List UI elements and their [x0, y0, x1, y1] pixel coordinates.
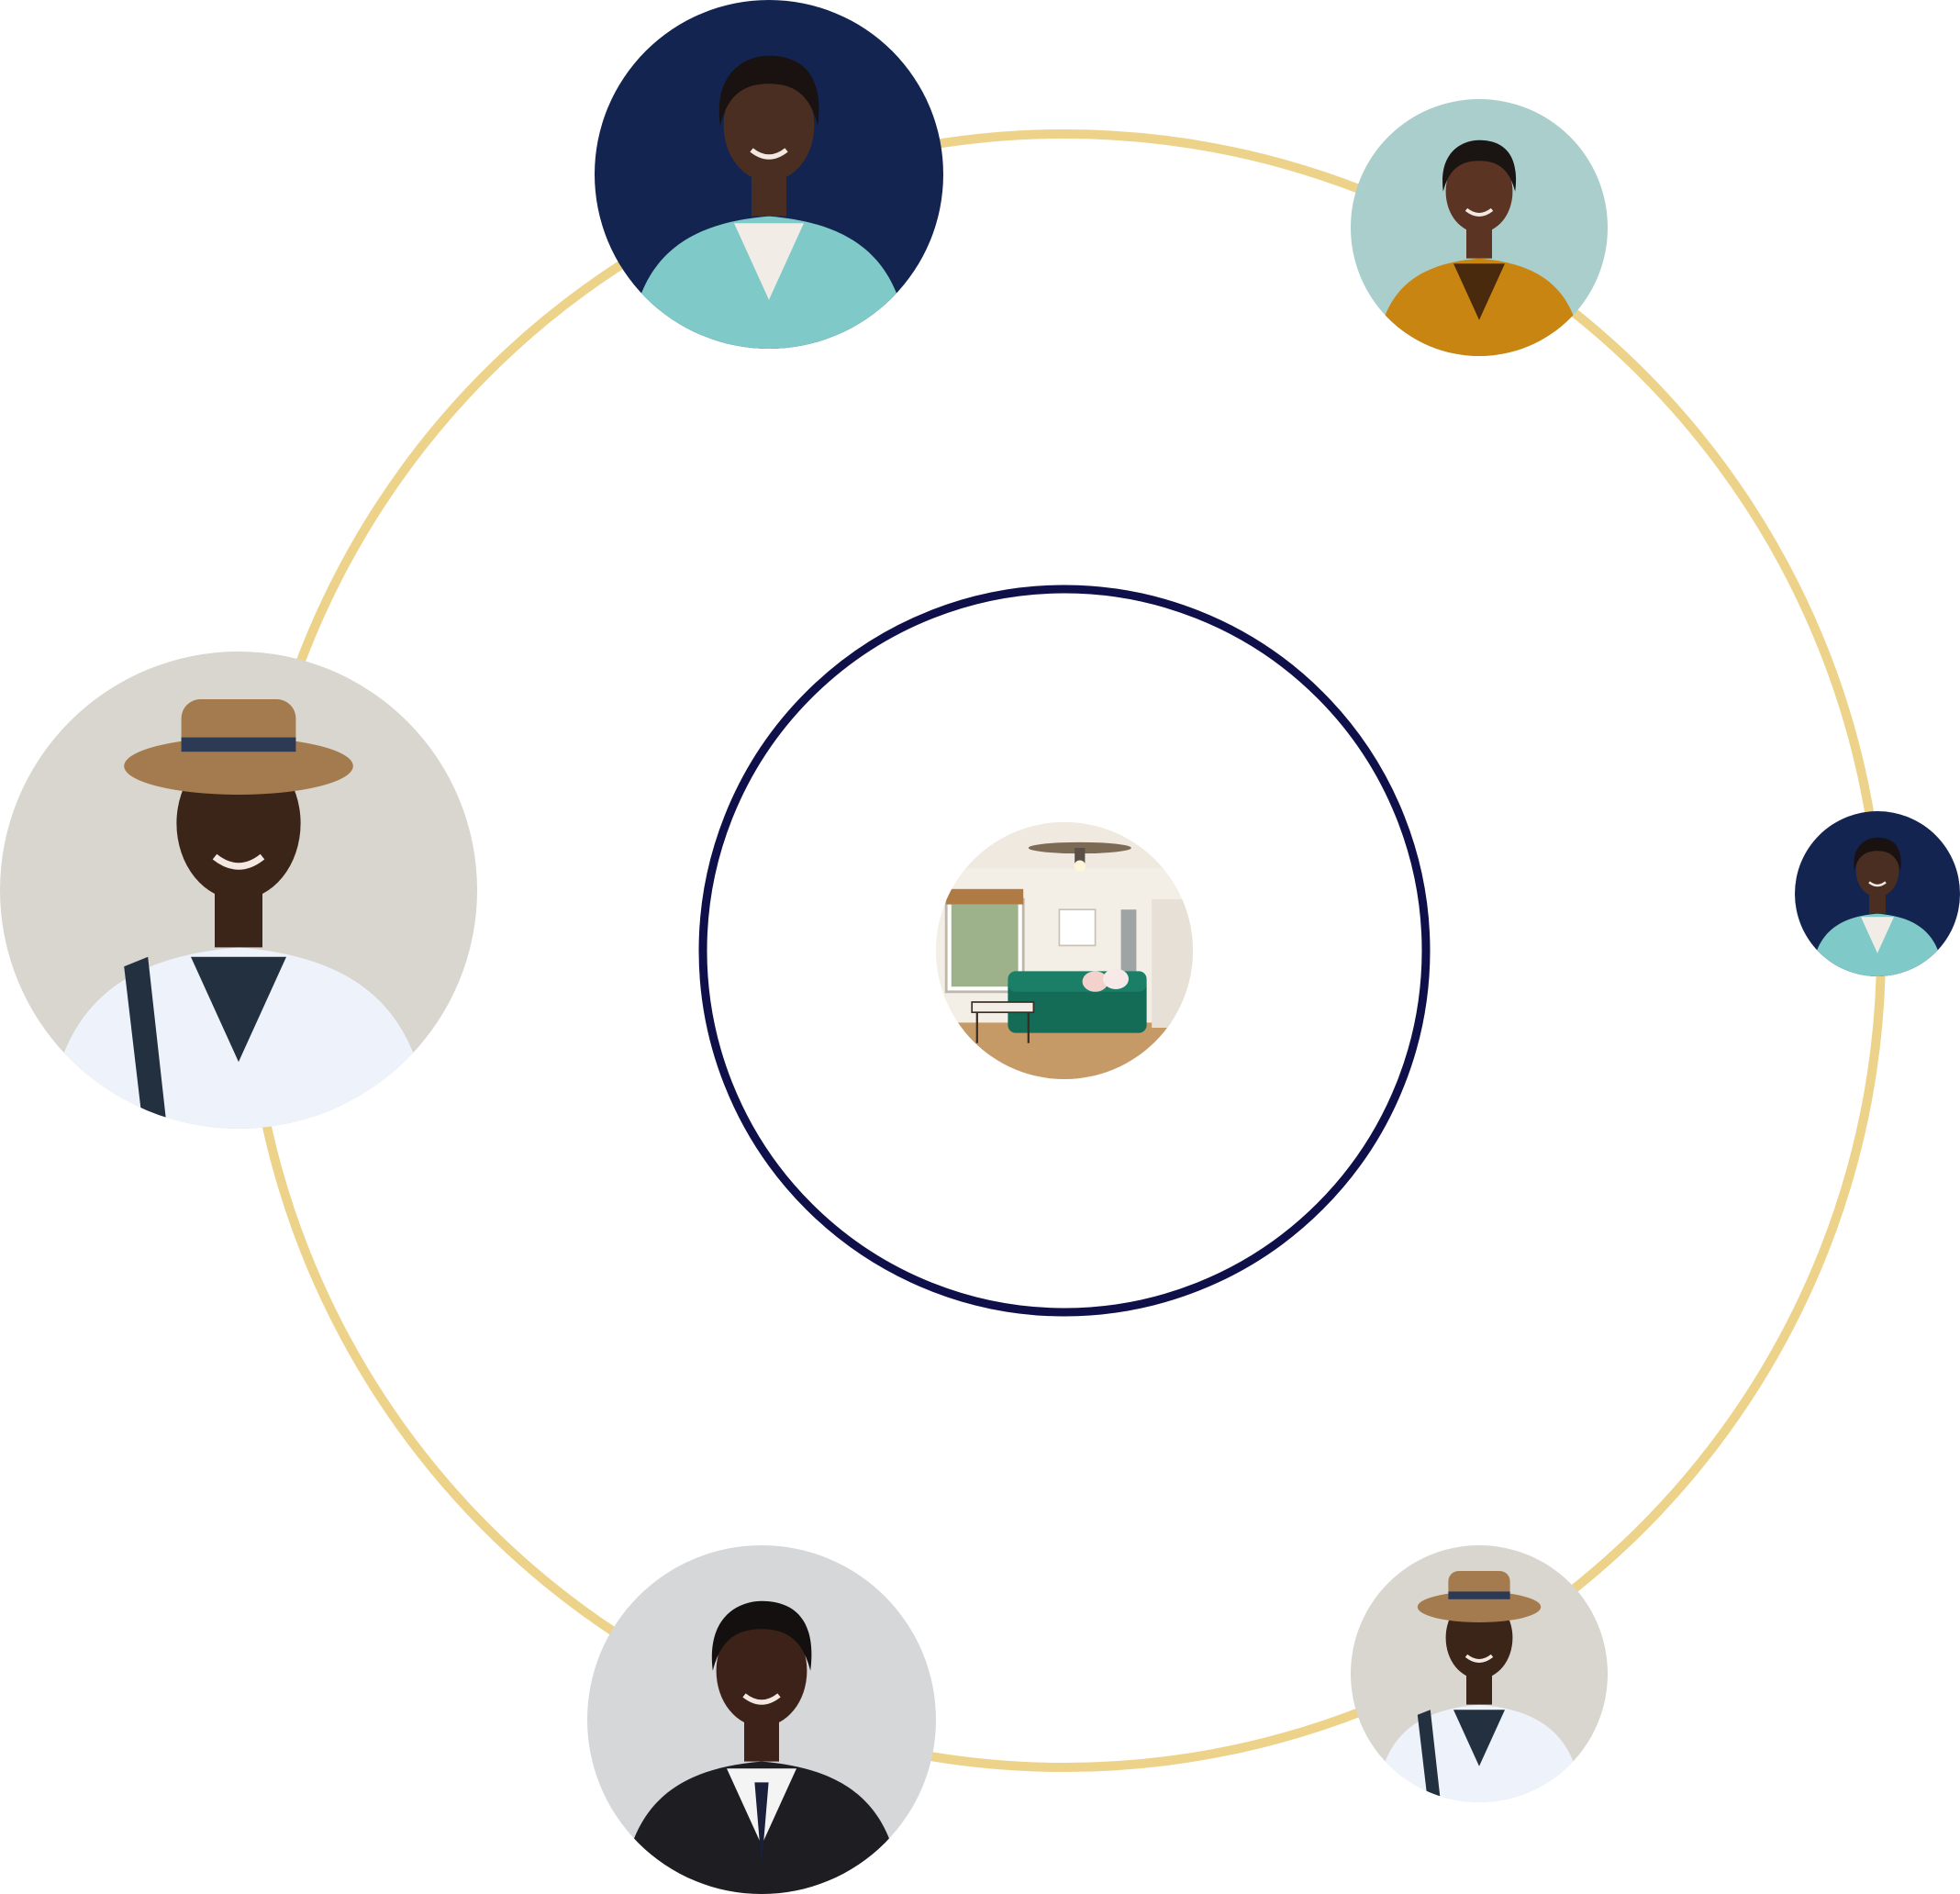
- avatar-woman-teal-blazer: [595, 0, 943, 349]
- living-room-illustration: [936, 822, 1193, 1079]
- avatar-woman-teal-blazer-small: [1795, 811, 1960, 976]
- center-living-room-photo: [936, 822, 1193, 1079]
- woman-in-orange-print-top-portrait: [1351, 99, 1608, 356]
- man-in-straw-hat-with-backpack-portrait: [1351, 1545, 1608, 1802]
- man-in-straw-hat-with-backpack-portrait: [0, 652, 477, 1129]
- inner-orbit-ring: [698, 585, 1431, 1317]
- woman-in-teal-blazer-portrait: [595, 0, 943, 349]
- avatar-man-straw-hat-small: [1351, 1545, 1608, 1802]
- avatar-woman-orange-print: [1351, 99, 1608, 356]
- woman-in-teal-blazer-portrait: [1795, 811, 1960, 976]
- avatar-man-straw-hat-large: [0, 652, 477, 1129]
- smiling-man-in-black-suit-portrait: [587, 1545, 936, 1894]
- avatar-man-black-suit: [587, 1545, 936, 1894]
